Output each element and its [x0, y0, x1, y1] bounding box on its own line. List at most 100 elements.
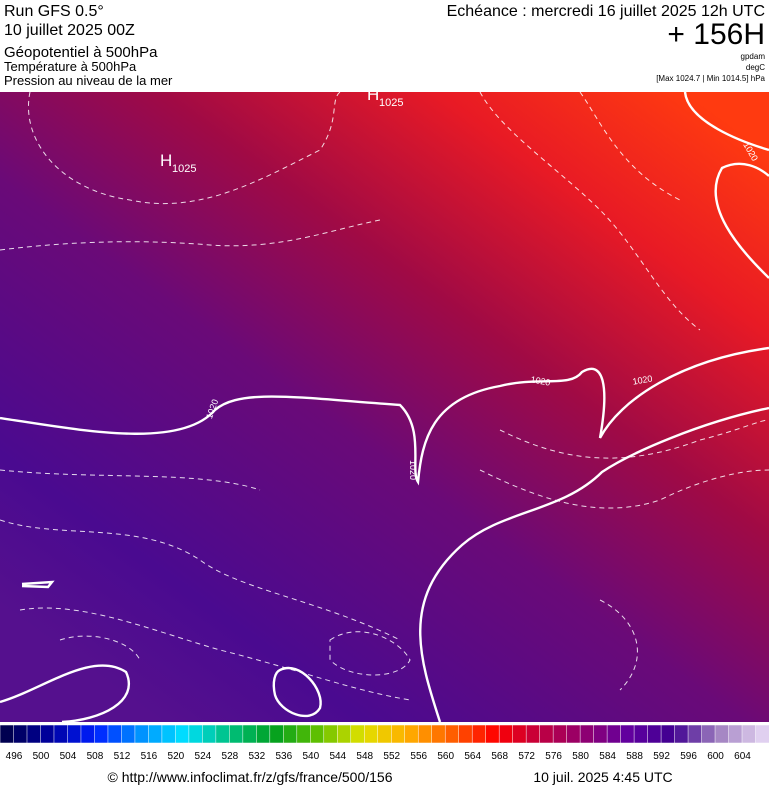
- colorbar-label: 500: [33, 751, 50, 762]
- colorbar: 496 500 504 508 512 516 520 524 528 532 536 540 544 5…: [0, 724, 769, 762]
- colorbar-label: 552: [383, 751, 400, 762]
- color-swatch: [687, 724, 703, 744]
- color-swatch: [337, 724, 352, 744]
- color-swatch: [728, 724, 743, 744]
- colorbar-label: 564: [464, 751, 481, 762]
- color-swatch: [215, 724, 231, 744]
- color-swatch: [633, 724, 649, 744]
- colorbar-label: 512: [114, 751, 131, 762]
- color-swatch: [364, 724, 379, 744]
- color-swatch: [417, 724, 433, 744]
- color-swatch: [188, 724, 204, 744]
- color-swatch: [148, 724, 163, 744]
- color-swatch: [552, 724, 568, 744]
- colorbar-label: 600: [707, 751, 724, 762]
- color-swatch: [404, 724, 419, 744]
- color-swatch: [94, 724, 109, 744]
- unit: degC: [746, 63, 765, 72]
- color-swatch: [377, 724, 392, 744]
- colorbar-label: 584: [599, 751, 616, 762]
- field: Pression au niveau de la mer: [4, 73, 173, 88]
- lead-time: + 156H: [667, 18, 765, 51]
- isobars: [0, 91, 769, 724]
- color-swatch: [53, 724, 69, 744]
- colorbar-label: 548: [356, 751, 373, 762]
- color-swatch: [107, 724, 123, 744]
- color-swatch: [80, 724, 96, 744]
- colorbar-label: 504: [60, 751, 77, 762]
- color-swatch: [350, 724, 366, 744]
- color-swatch: [283, 724, 298, 744]
- colorbar-label: 544: [329, 751, 346, 762]
- color-swatch: [134, 724, 150, 744]
- run-date: 10 juillet 2025 00Z: [4, 22, 135, 39]
- run: Run GFS 0.5°: [4, 3, 104, 20]
- colorbar-label: 524: [195, 751, 212, 762]
- color-swatch: [229, 724, 244, 744]
- color-swatch: [458, 724, 473, 744]
- colorbar-label: 520: [168, 751, 185, 762]
- color-swatch: [593, 724, 608, 744]
- color-swatch: [444, 724, 460, 744]
- field: Géopotentiel à 500hPa: [4, 44, 158, 61]
- isobar-label: 1020: [408, 460, 418, 480]
- colorbar-label: 508: [87, 751, 104, 762]
- colorbar-label: 556: [410, 751, 427, 762]
- color-swatch: [471, 724, 487, 744]
- valid-time: Echéance : mercredi 16 juillet 2025 12h …: [447, 3, 765, 20]
- color-swatch: [390, 724, 406, 744]
- colorbar-label: 592: [653, 751, 670, 762]
- color-swatch: [539, 724, 554, 744]
- color-swatch: [310, 724, 325, 744]
- color-swatch: [269, 724, 285, 744]
- temperature-lines: [0, 91, 769, 701]
- color-swatch: [431, 724, 446, 744]
- isobar-label: 1020: [632, 373, 653, 386]
- color-swatch: [566, 724, 581, 744]
- colorbar-label: 536: [275, 751, 292, 762]
- unit: gpdam: [741, 52, 766, 61]
- color-swatch: [0, 724, 15, 744]
- color-swatch: [485, 724, 500, 744]
- color-swatch: [13, 724, 28, 744]
- colorbar-label: 568: [491, 751, 508, 762]
- issue-time: 10 juil. 2025 4:45 UTC: [533, 769, 672, 785]
- color-swatch: [121, 724, 136, 744]
- colorbar-label: 572: [518, 751, 535, 762]
- colorbar-label: 496: [6, 751, 23, 762]
- colorbar-label: 516: [141, 751, 158, 762]
- color-swatch: [714, 724, 730, 744]
- color-swatch: [242, 724, 258, 744]
- color-swatch: [40, 724, 55, 744]
- colorbar-label: 540: [302, 751, 319, 762]
- high-value: 1025: [172, 163, 196, 175]
- color-swatch: [161, 724, 177, 744]
- color-swatch: [202, 724, 217, 744]
- color-swatch: [647, 724, 662, 744]
- high-value: 1025: [379, 97, 403, 109]
- high-letter: H: [367, 85, 379, 104]
- color-swatch: [498, 724, 514, 744]
- color-swatch: [512, 724, 527, 744]
- color-swatch: [67, 724, 82, 744]
- source: © http://www.infoclimat.fr/z/gfs/france/…: [108, 769, 393, 785]
- color-swatch: [620, 724, 635, 744]
- color-swatch: [296, 724, 312, 744]
- color-swatch: [26, 724, 42, 744]
- color-swatch: [323, 724, 339, 744]
- color-swatch: [701, 724, 716, 744]
- colorbar-label: 588: [626, 751, 643, 762]
- color-swatch: [741, 724, 757, 744]
- map-field: [0, 92, 769, 722]
- color-swatch: [579, 724, 595, 744]
- unit: [Max 1024.7 | Min 1014.5] hPa: [656, 74, 765, 83]
- color-swatch: [755, 724, 769, 744]
- color-swatch: [606, 724, 622, 744]
- color-swatch: [175, 724, 190, 744]
- color-swatch: [674, 724, 689, 744]
- field: Température à 500hPa: [4, 59, 137, 74]
- color-swatch: [525, 724, 541, 744]
